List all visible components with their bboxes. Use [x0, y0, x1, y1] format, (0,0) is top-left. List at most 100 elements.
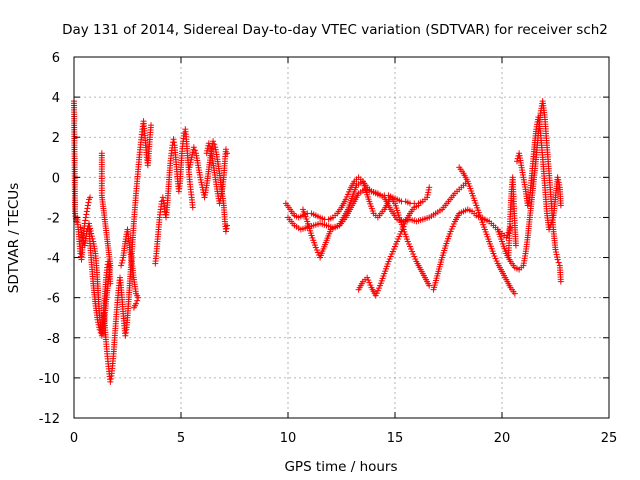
y-tick-label: -2 — [47, 211, 60, 226]
data-point — [82, 214, 89, 221]
x-tick-label: 20 — [494, 431, 511, 446]
data-point — [205, 140, 212, 147]
data-point — [345, 188, 352, 195]
y-tick-label: -8 — [47, 332, 60, 347]
data-point — [512, 242, 519, 249]
data-point — [424, 194, 431, 201]
data-point — [188, 156, 195, 163]
data-point — [389, 248, 396, 255]
data-point — [399, 225, 406, 232]
data-point — [84, 202, 91, 209]
data-point — [170, 136, 177, 143]
data-point — [119, 257, 126, 264]
data-point — [122, 329, 129, 336]
data-point — [408, 246, 415, 253]
data-point — [448, 225, 455, 232]
data-point — [396, 233, 403, 240]
data-point — [490, 250, 497, 257]
data-point — [222, 228, 229, 235]
data-point — [524, 202, 531, 209]
y-tick-label: -12 — [39, 412, 60, 427]
data-point — [313, 247, 320, 254]
data-point — [189, 151, 196, 158]
data-point — [96, 324, 103, 331]
data-point — [409, 248, 416, 255]
data-point — [107, 378, 114, 385]
data-point — [77, 226, 84, 233]
data-point — [525, 199, 532, 206]
data-point — [86, 222, 93, 229]
data-point — [400, 223, 407, 230]
data-point — [94, 316, 101, 323]
data-point — [397, 230, 404, 237]
data-point — [555, 259, 562, 266]
data-point — [217, 195, 224, 202]
data-point — [223, 225, 230, 232]
data-point — [395, 236, 402, 243]
data-point — [148, 122, 155, 129]
data-point — [493, 258, 500, 265]
data-point — [401, 220, 408, 227]
data-point — [204, 147, 211, 154]
data-point — [312, 244, 319, 251]
data-point — [513, 158, 520, 165]
data-point — [198, 179, 205, 186]
data-point — [83, 211, 90, 218]
data-point — [118, 262, 125, 269]
data-point — [187, 161, 194, 168]
data-point — [367, 282, 374, 289]
data-point — [78, 229, 85, 236]
data-point — [412, 256, 419, 263]
data-point — [85, 199, 92, 206]
data-point — [406, 243, 413, 250]
data-point — [224, 150, 231, 157]
data-point — [553, 249, 560, 256]
data-point — [82, 217, 89, 224]
data-point — [135, 294, 142, 301]
data-point — [206, 143, 213, 150]
data-point — [197, 176, 204, 183]
data-point — [425, 186, 432, 193]
data-point — [190, 144, 197, 151]
data-point — [511, 290, 518, 297]
data-point — [218, 192, 225, 199]
data-point — [554, 254, 561, 261]
data-point — [405, 241, 412, 248]
data-point — [425, 189, 432, 196]
data-point — [365, 277, 372, 284]
data-point — [388, 251, 395, 258]
data-point — [387, 253, 394, 260]
data-point — [426, 184, 433, 191]
x-tick-label: 15 — [387, 431, 404, 446]
y-tick-label: 2 — [52, 131, 60, 146]
data-point — [83, 208, 90, 215]
data-point — [118, 259, 125, 266]
y-tick-label: 6 — [52, 51, 60, 66]
data-point — [130, 304, 137, 311]
data-point — [364, 274, 371, 281]
data-point — [447, 228, 454, 235]
data-point — [556, 181, 563, 188]
data-point — [79, 234, 86, 241]
data-point — [87, 194, 94, 201]
data-point — [505, 229, 512, 236]
data-point — [84, 205, 91, 212]
data-point — [557, 202, 564, 209]
data-point — [217, 197, 224, 204]
data-point — [159, 194, 166, 201]
x-axis-label: GPS time / hours — [284, 459, 397, 475]
grid-lines — [74, 57, 609, 418]
data-point — [449, 223, 456, 230]
data-point — [187, 159, 194, 166]
data-point — [191, 147, 198, 154]
data-point — [224, 222, 231, 229]
x-tick-label: 10 — [280, 431, 297, 446]
data-point — [216, 200, 223, 207]
data-point — [189, 204, 196, 211]
y-tick-label: -4 — [47, 252, 60, 267]
data-point — [392, 243, 398, 250]
data-point — [107, 375, 114, 382]
data-point — [198, 181, 205, 188]
data-point — [555, 176, 562, 183]
